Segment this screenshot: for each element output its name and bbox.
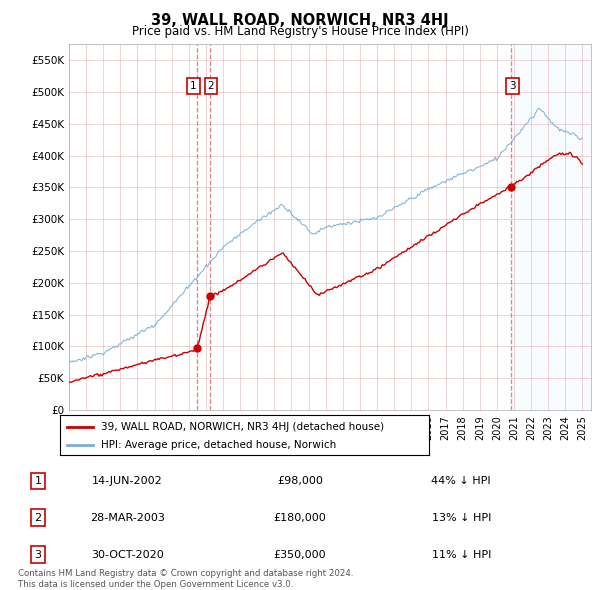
Text: 13% ↓ HPI: 13% ↓ HPI bbox=[431, 513, 491, 523]
Text: 28-MAR-2003: 28-MAR-2003 bbox=[90, 513, 164, 523]
Text: 39, WALL ROAD, NORWICH, NR3 4HJ: 39, WALL ROAD, NORWICH, NR3 4HJ bbox=[151, 13, 449, 28]
Text: 39, WALL ROAD, NORWICH, NR3 4HJ (detached house): 39, WALL ROAD, NORWICH, NR3 4HJ (detache… bbox=[101, 422, 384, 432]
Text: 11% ↓ HPI: 11% ↓ HPI bbox=[431, 549, 491, 559]
Text: £180,000: £180,000 bbox=[274, 513, 326, 523]
Text: 30-OCT-2020: 30-OCT-2020 bbox=[91, 549, 164, 559]
Text: 2: 2 bbox=[208, 81, 214, 91]
Text: 3: 3 bbox=[509, 81, 515, 91]
Text: HPI: Average price, detached house, Norwich: HPI: Average price, detached house, Norw… bbox=[101, 441, 336, 450]
Text: £98,000: £98,000 bbox=[277, 476, 323, 486]
Text: Price paid vs. HM Land Registry's House Price Index (HPI): Price paid vs. HM Land Registry's House … bbox=[131, 25, 469, 38]
Text: 3: 3 bbox=[34, 549, 41, 559]
Bar bbox=[511, 44, 591, 410]
Text: 14-JUN-2002: 14-JUN-2002 bbox=[92, 476, 163, 486]
Text: Contains HM Land Registry data © Crown copyright and database right 2024.
This d: Contains HM Land Registry data © Crown c… bbox=[18, 569, 353, 589]
Text: 44% ↓ HPI: 44% ↓ HPI bbox=[431, 476, 491, 486]
Text: 1: 1 bbox=[190, 81, 197, 91]
Text: 1: 1 bbox=[34, 476, 41, 486]
Text: 2: 2 bbox=[34, 513, 41, 523]
Text: £350,000: £350,000 bbox=[274, 549, 326, 559]
